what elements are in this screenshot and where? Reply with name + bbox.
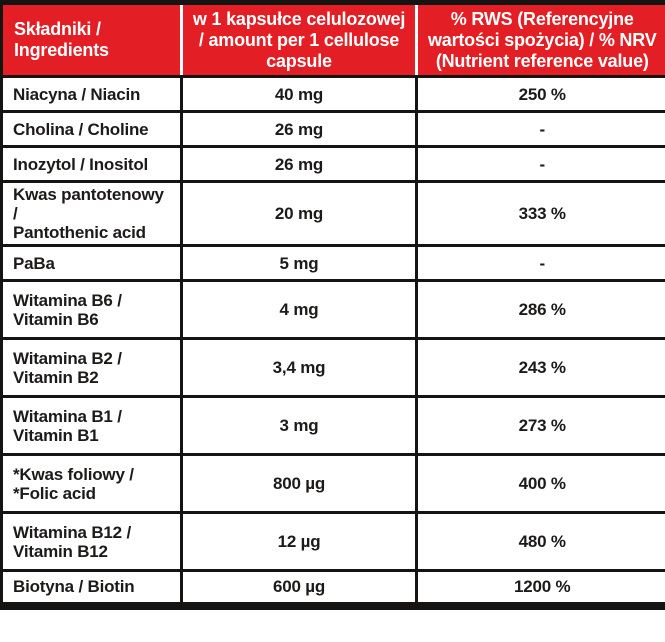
ingredient-name-cell: Biotyna / Biotin [0, 569, 183, 607]
nutrition-table: Składniki / Ingredients w 1 kapsułce cel… [0, 0, 665, 610]
table-row: PaBa 5 mg - [0, 244, 665, 282]
ingredient-name-cell: Witamina B12 / Vitamin B12 [0, 511, 183, 572]
table-row: Inozytol / Inositol 26 mg - [0, 145, 665, 183]
rws-percent-cell: 243 % [415, 337, 665, 398]
header-ingredients: Składniki / Ingredients [1, 2, 183, 78]
table-row: Niacyna / Niacin 40 mg 250 % [0, 75, 665, 113]
ingredient-name-cell: PaBa [0, 244, 183, 282]
amount-cell: 3 mg [180, 395, 418, 456]
table-row: *Kwas foliowy / *Folic acid 800 µg 400 % [0, 453, 665, 514]
rws-percent-cell: 1200 % [415, 569, 665, 607]
rws-percent-cell: - [415, 110, 665, 148]
ingredient-name-cell: Inozytol / Inositol [0, 145, 183, 183]
ingredient-name-cell: Niacyna / Niacin [0, 75, 183, 113]
ingredient-name-cell: Witamina B6 / Vitamin B6 [0, 279, 183, 340]
header-amount-per-capsule: w 1 kapsułce celulozowej / amount per 1 … [181, 2, 418, 78]
rws-percent-cell: - [415, 244, 665, 282]
amount-cell: 4 mg [180, 279, 418, 340]
amount-cell: 40 mg [180, 75, 418, 113]
rws-percent-cell: - [415, 145, 665, 183]
amount-cell: 26 mg [180, 110, 418, 148]
header-rws-nrv: % RWS (Referencyjne wartości spożycia) /… [416, 2, 665, 78]
amount-cell: 12 µg [180, 511, 418, 572]
header-row: Składniki / Ingredients w 1 kapsułce cel… [1, 2, 665, 78]
ingredient-name-cell: Witamina B1 / Vitamin B1 [0, 395, 183, 456]
table-header: Składniki / Ingredients w 1 kapsułce cel… [1, 2, 665, 78]
amount-cell: 5 mg [180, 244, 418, 282]
rws-percent-cell: 333 % [415, 180, 665, 247]
ingredient-name-cell: Cholina / Choline [0, 110, 183, 148]
table-row: Witamina B12 / Vitamin B12 12 µg 480 % [0, 511, 665, 572]
table-row: Witamina B2 / Vitamin B2 3,4 mg 243 % [0, 337, 665, 398]
table-row: Biotyna / Biotin 600 µg 1200 % [0, 569, 665, 607]
rws-percent-cell: 480 % [415, 511, 665, 572]
rws-percent-cell: 250 % [415, 75, 665, 113]
ingredient-name-cell: Kwas pantotenowy / Pantothenic acid [0, 180, 183, 247]
rws-percent-cell: 273 % [415, 395, 665, 456]
table-body: Niacyna / Niacin 40 mg 250 % Cholina / C… [0, 75, 665, 607]
table-row: Cholina / Choline 26 mg - [0, 110, 665, 148]
table-row: Kwas pantotenowy / Pantothenic acid 20 m… [0, 180, 665, 247]
rws-percent-cell: 400 % [415, 453, 665, 514]
ingredient-name-cell: Witamina B2 / Vitamin B2 [0, 337, 183, 398]
rws-percent-cell: 286 % [415, 279, 665, 340]
table-row: Witamina B6 / Vitamin B6 4 mg 286 % [0, 279, 665, 340]
amount-cell: 26 mg [180, 145, 418, 183]
amount-cell: 600 µg [180, 569, 418, 607]
amount-cell: 3,4 mg [180, 337, 418, 398]
table-row: Witamina B1 / Vitamin B1 3 mg 273 % [0, 395, 665, 456]
ingredient-name-cell: *Kwas foliowy / *Folic acid [0, 453, 183, 514]
amount-cell: 20 mg [180, 180, 418, 247]
amount-cell: 800 µg [180, 453, 418, 514]
